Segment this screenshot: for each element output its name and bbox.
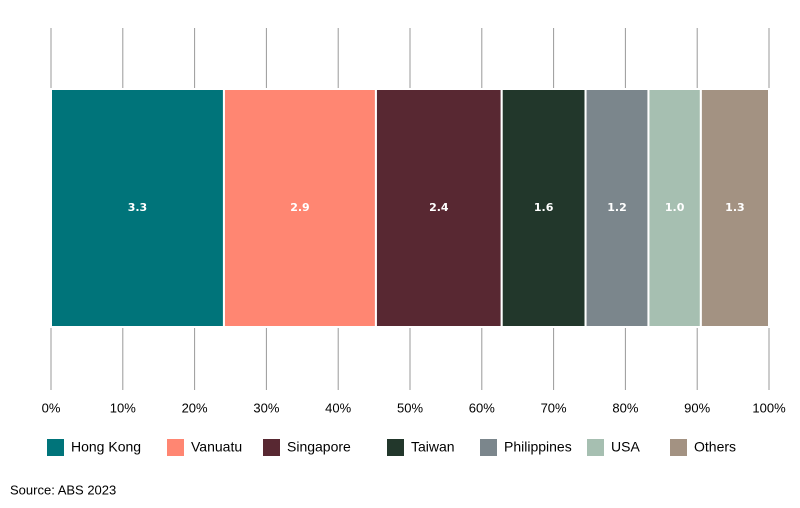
value-label: 1.0	[665, 201, 685, 214]
x-tick-label: 100%	[752, 400, 786, 415]
x-tick-label: 40%	[325, 400, 351, 415]
x-tick-label: 60%	[469, 400, 495, 415]
legend-swatch	[387, 439, 404, 456]
legend-label: Others	[694, 439, 736, 455]
value-label: 3.3	[128, 201, 148, 214]
source-note: Source: ABS 2023	[10, 482, 116, 497]
x-tick-label: 90%	[684, 400, 710, 415]
legend-swatch	[47, 439, 64, 456]
x-tick-label: 0%	[42, 400, 61, 415]
legend-label: Philippines	[504, 439, 572, 455]
bar-segment	[50, 88, 225, 328]
x-tick-label: 50%	[397, 400, 423, 415]
x-tick-label: 10%	[110, 400, 136, 415]
value-label: 2.4	[429, 201, 449, 214]
value-label: 1.6	[534, 201, 554, 214]
bar-segment	[584, 88, 650, 328]
x-tick-label: 20%	[182, 400, 208, 415]
value-label: 1.3	[725, 201, 745, 214]
legend-swatch	[167, 439, 184, 456]
x-tick-label: 80%	[612, 400, 638, 415]
legend-label: Vanuatu	[191, 439, 242, 455]
bar-segment	[699, 88, 770, 328]
x-tick-label: 70%	[541, 400, 567, 415]
bar-segment	[500, 88, 587, 328]
legend-label: USA	[611, 439, 640, 455]
legend-label: Taiwan	[411, 439, 455, 455]
value-label: 1.2	[607, 201, 627, 214]
legend-swatch	[587, 439, 604, 456]
legend-label: Singapore	[287, 439, 351, 455]
legend-label: Hong Kong	[71, 439, 141, 455]
legend-swatch	[670, 439, 687, 456]
x-tick-label: 30%	[253, 400, 279, 415]
bar-segment	[374, 88, 503, 328]
legend-swatch	[263, 439, 280, 456]
value-label: 2.9	[290, 201, 310, 214]
bar-segment	[222, 88, 377, 328]
legend-swatch	[480, 439, 497, 456]
bar-segment	[647, 88, 702, 328]
